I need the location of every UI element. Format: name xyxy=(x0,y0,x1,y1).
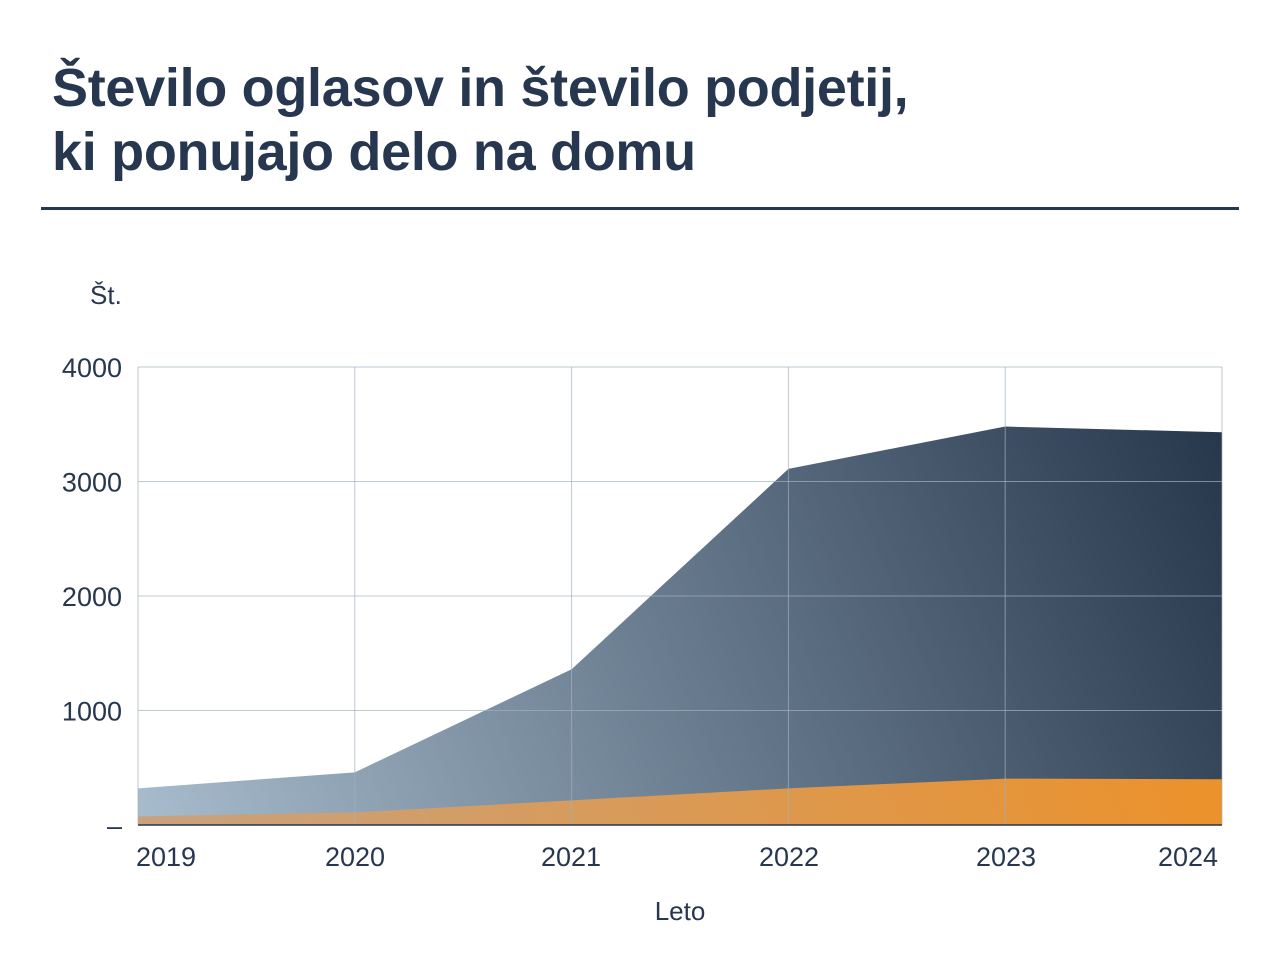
title-divider xyxy=(41,207,1239,210)
chart-title-line-2: ki ponujajo delo na domu xyxy=(52,122,696,182)
x-tick-label: 2024 xyxy=(1158,842,1218,872)
x-tick-label: 2020 xyxy=(325,842,385,872)
chart-title-line-1: Število oglasov in število podjetij, xyxy=(52,58,909,118)
x-axis-label: Leto xyxy=(654,896,706,926)
area-series-1 xyxy=(138,426,1222,825)
y-tick-label: 2000 xyxy=(62,582,122,612)
y-tick-label: – xyxy=(107,811,122,841)
y-axis-ticks: – 1000 2000 3000 4000 xyxy=(62,353,122,841)
series-areas xyxy=(138,426,1222,825)
y-tick-label: 4000 xyxy=(62,353,122,383)
y-tick-label: 1000 xyxy=(62,697,122,727)
area-series-2 xyxy=(138,778,1222,825)
y-tick-label: 3000 xyxy=(62,468,122,498)
x-tick-label: 2019 xyxy=(136,842,196,872)
x-tick-label: 2022 xyxy=(759,842,819,872)
chart-title: Število oglasov in število podjetij, ki … xyxy=(52,56,1232,184)
grid xyxy=(137,366,1223,826)
x-axis-ticks: 2019 2020 2021 2022 2023 2024 xyxy=(136,842,1218,872)
y-axis-label: Št. xyxy=(90,280,122,310)
x-tick-label: 2023 xyxy=(976,842,1036,872)
x-tick-label: 2021 xyxy=(541,842,601,872)
